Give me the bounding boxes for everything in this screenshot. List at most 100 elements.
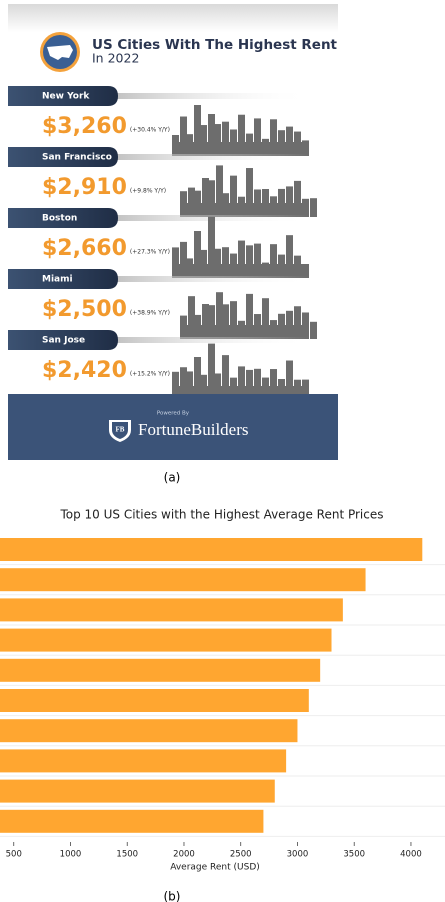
skyline-building <box>214 373 221 400</box>
skyline-building <box>194 314 201 339</box>
skyline-building <box>238 320 245 339</box>
skyline-building <box>246 293 253 339</box>
skyline-building <box>262 262 269 278</box>
skyline-building <box>222 121 229 156</box>
banner-streak <box>60 93 310 99</box>
infographic-title: US Cities With The Highest Rent <box>92 37 338 53</box>
x-tick-label: 3500 <box>343 850 365 860</box>
skyline-building <box>214 248 221 278</box>
bar <box>0 809 264 833</box>
bar <box>0 689 309 712</box>
usa-icon <box>47 45 73 60</box>
skyline-building <box>216 165 223 217</box>
skyline-building <box>286 126 293 156</box>
bar <box>0 719 298 743</box>
skyline-building <box>254 243 261 278</box>
infographic-subtitle: In 2022 <box>92 51 139 66</box>
skyline-building <box>238 114 245 156</box>
skyline-building <box>254 189 261 217</box>
skyline-building <box>254 118 261 156</box>
city-name: San Francisco <box>42 153 112 163</box>
city-price: $2,420 <box>42 358 127 383</box>
skyline-building <box>208 180 215 217</box>
skyline-building <box>262 189 269 217</box>
chart-title: Top 10 US Cities with the Highest Averag… <box>59 508 383 522</box>
skyline-building <box>222 247 229 278</box>
city-price: $2,500 <box>42 297 127 322</box>
skyline-building <box>238 240 245 278</box>
skyline-building <box>270 320 277 339</box>
skyline-building <box>180 367 187 400</box>
skyline-building <box>310 321 317 339</box>
skyline-building <box>246 133 253 156</box>
footer <box>8 394 338 460</box>
skyline-building <box>278 313 285 339</box>
x-tick-label: 3000 <box>287 850 309 860</box>
skyline-building <box>246 369 253 400</box>
skyline-building <box>186 134 193 156</box>
skyline-building <box>180 191 187 217</box>
skyline-building <box>230 129 237 156</box>
city-name: Miami <box>42 275 73 285</box>
city-name: Boston <box>42 214 77 224</box>
city-banner <box>8 208 118 228</box>
skyline-building <box>262 298 269 339</box>
bar <box>0 749 287 773</box>
footer-logo: FB <box>116 426 125 434</box>
skyline-building <box>278 254 285 278</box>
city-price: $2,910 <box>42 175 127 200</box>
city-list: New York $3,260 (+30.4% Y/Y) San Francisco $… <box>8 86 317 400</box>
skyline-building <box>254 314 261 339</box>
skyline-building <box>262 138 269 156</box>
x-tick-label: 2500 <box>230 850 252 860</box>
powered-by: Powered By <box>157 411 190 417</box>
bar <box>0 538 423 561</box>
city-change: (+30.4% Y/Y) <box>130 127 170 134</box>
skyline-building <box>294 379 301 400</box>
skyline-building <box>200 374 207 400</box>
skyline-building <box>286 235 293 278</box>
skyline-building <box>270 244 277 278</box>
banner-streak <box>60 154 310 160</box>
skyline-building <box>278 130 285 156</box>
skyline-building <box>302 264 309 278</box>
skyline-building <box>180 315 187 339</box>
skyline-building <box>302 379 309 400</box>
skyline-building <box>270 119 277 156</box>
x-tick-label: 1000 <box>60 850 82 860</box>
skyline-building <box>188 187 195 217</box>
bar <box>0 598 343 622</box>
skyline-building <box>208 343 215 400</box>
skyline-building <box>172 247 179 278</box>
skyline-building <box>194 231 201 278</box>
skyline-building <box>262 377 269 400</box>
skyline-building <box>310 198 317 217</box>
x-tick-label: 1500 <box>116 850 138 860</box>
skyline-building <box>180 241 187 278</box>
bar <box>0 658 321 682</box>
bar <box>0 628 332 652</box>
city-change: (+27.3% Y/Y) <box>130 249 170 256</box>
city-name: San Jose <box>42 336 85 346</box>
skyline-building <box>186 371 193 400</box>
skyline-building <box>294 180 301 217</box>
skyline-building <box>172 135 179 156</box>
skyline-building <box>216 292 223 339</box>
banner-streak <box>60 276 310 282</box>
skyline-building <box>230 253 237 278</box>
skyline-building <box>208 305 215 339</box>
skyline-building <box>194 105 201 156</box>
skyline-building <box>230 175 237 217</box>
skyline-building <box>294 306 301 339</box>
skyline-building <box>294 131 301 156</box>
skyline-building <box>208 114 215 156</box>
skyline-building <box>286 360 293 400</box>
banner-streak <box>60 215 310 221</box>
x-tick-label: 500 <box>6 850 22 860</box>
skyline-building <box>246 245 253 278</box>
x-axis: 500 1000 1500 2000 2500 3000 3500 4000 <box>6 842 422 860</box>
skyline-building <box>270 196 277 217</box>
plot-area <box>0 538 445 837</box>
